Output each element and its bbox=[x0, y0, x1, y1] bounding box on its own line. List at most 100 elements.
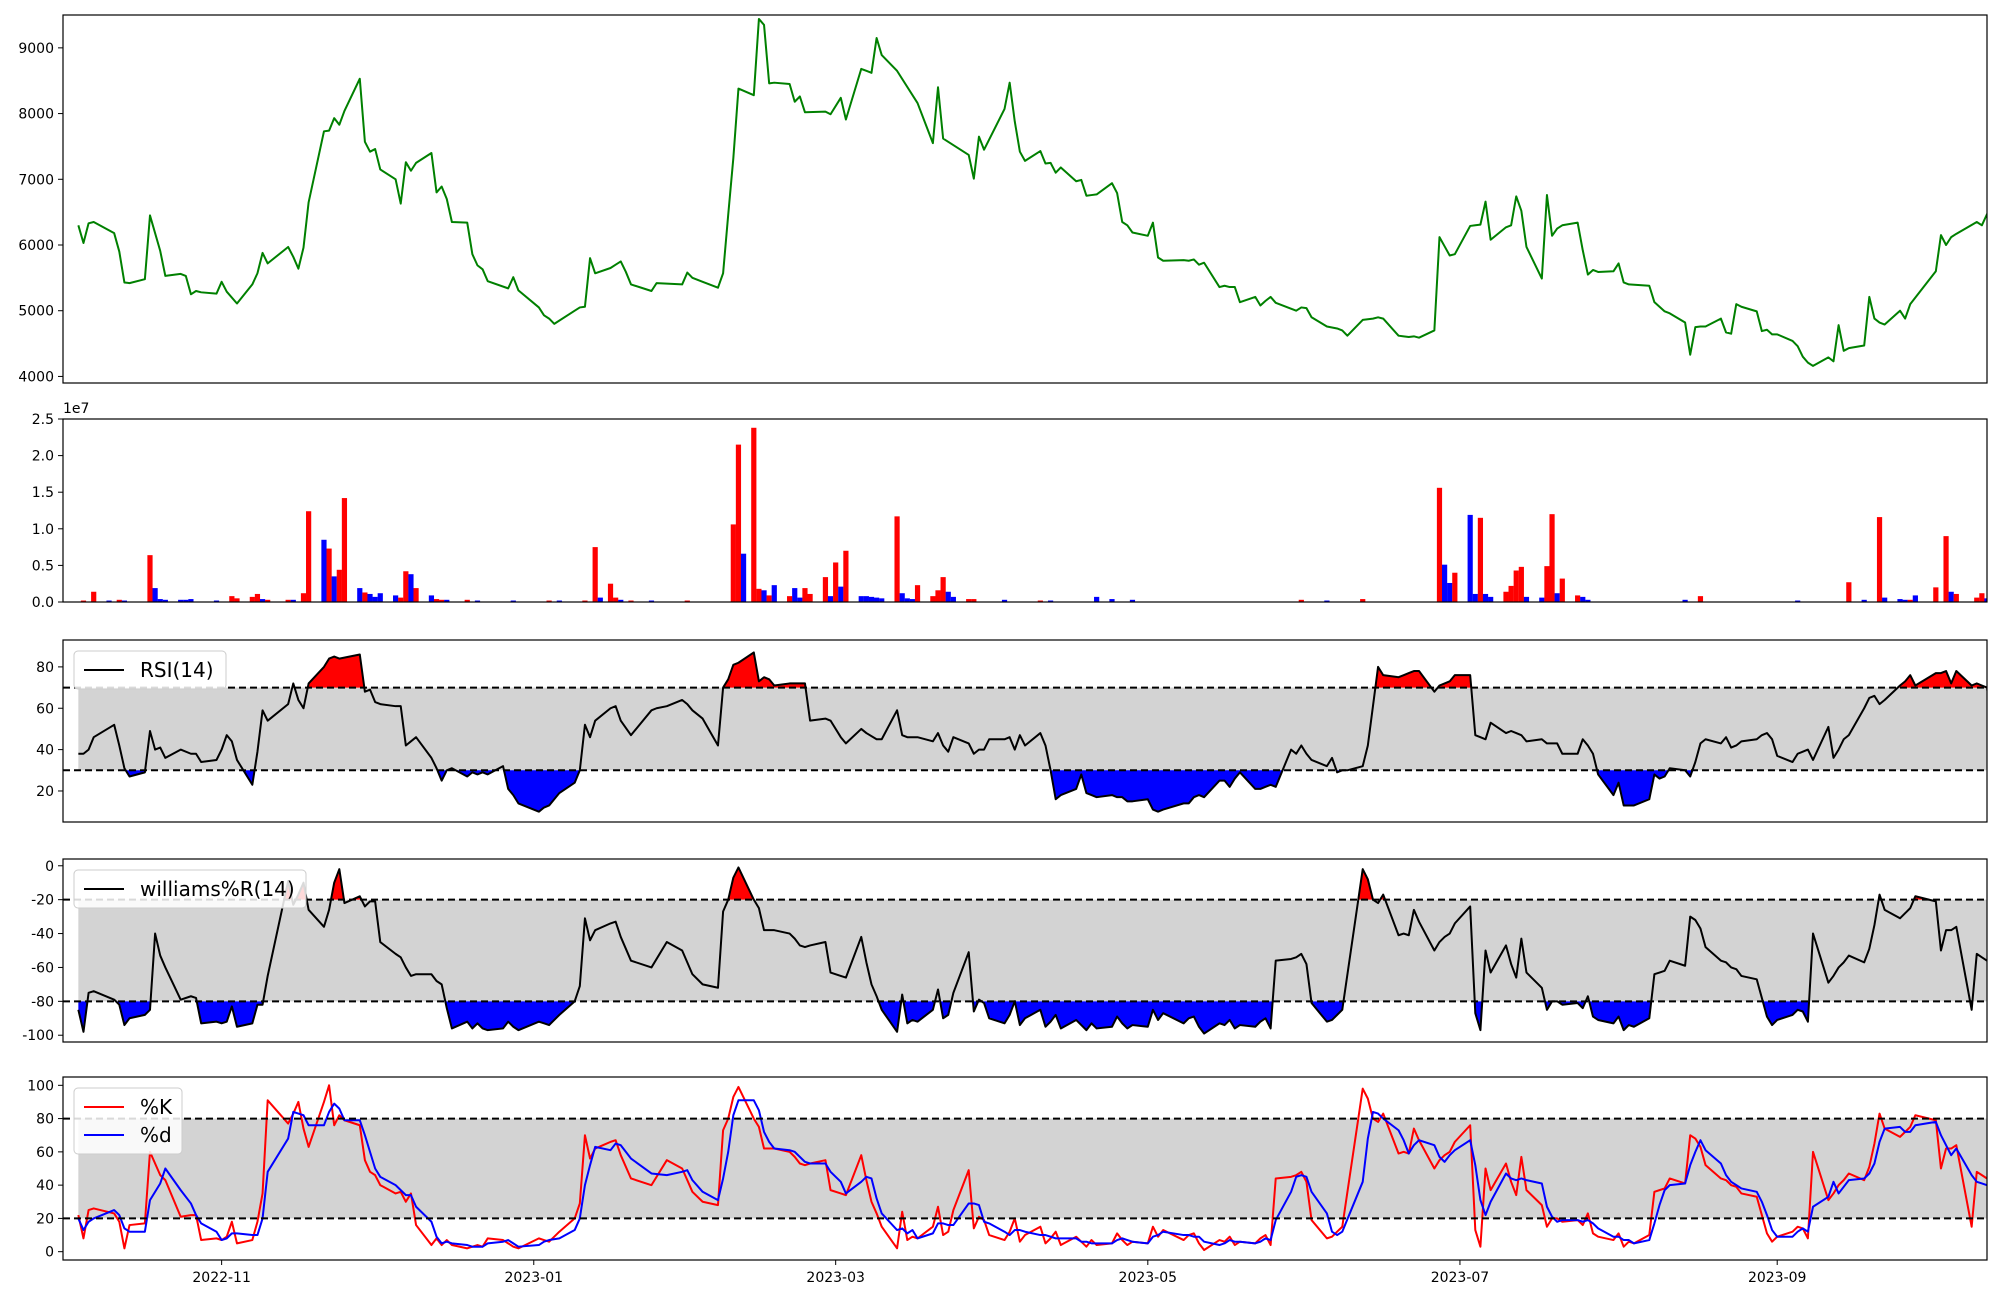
volume-bar bbox=[336, 569, 342, 602]
volume-bar bbox=[1324, 600, 1330, 602]
y-tick-label: -20 bbox=[31, 893, 54, 909]
volume-bar bbox=[914, 585, 921, 602]
legend-label: %d bbox=[140, 1123, 172, 1147]
y-tick-label: 2.0 bbox=[32, 449, 54, 465]
volume-bar bbox=[618, 599, 624, 602]
rsi-oversold-fill bbox=[1597, 770, 1669, 806]
volume-bar bbox=[874, 597, 880, 602]
volume-bar bbox=[787, 596, 793, 602]
volume-bar bbox=[1503, 591, 1509, 602]
volume-bar bbox=[843, 550, 849, 602]
volume-bar bbox=[321, 539, 327, 602]
volume-bar bbox=[1436, 487, 1443, 602]
williams-panel: -100 -80 -60 -40 -20 0 williams%R(14) bbox=[22, 858, 1988, 1044]
volume-bar bbox=[735, 444, 742, 602]
volume-bar bbox=[822, 577, 829, 602]
y-tick-label: 8000 bbox=[18, 107, 54, 123]
volume-bar bbox=[1846, 582, 1852, 602]
volume-bar bbox=[971, 599, 977, 602]
x-tick-label: 2023-03 bbox=[806, 1270, 865, 1286]
rsi-oversold-fill bbox=[503, 770, 580, 812]
williams-line bbox=[77, 866, 1987, 1035]
williams-oversold-fill bbox=[1589, 1001, 1652, 1031]
stochastic-panel: 0 20 40 60 80 100 %K %d bbox=[27, 1076, 1988, 1261]
volume-panel: 1e7 0.0 0.5 1.0 1.5 2.0 2.5 bbox=[32, 401, 1988, 611]
x-axis: 2022-11 2023-01 2023-03 2023-05 2023-07 2023-… bbox=[192, 1260, 1806, 1286]
volume-bar bbox=[930, 596, 936, 602]
volume-bar bbox=[464, 599, 470, 602]
volume-bar bbox=[116, 599, 122, 602]
y-tick-label: 1.0 bbox=[32, 522, 54, 538]
volume-bar bbox=[904, 598, 910, 602]
volume-bar bbox=[106, 600, 112, 602]
rsi-overbought-fill bbox=[307, 654, 365, 688]
volume-bar bbox=[597, 597, 603, 602]
volume-bar bbox=[428, 595, 435, 602]
y-tick-label: 20 bbox=[36, 784, 54, 800]
volume-bar bbox=[510, 600, 516, 602]
y-tick-label: 60 bbox=[36, 701, 54, 717]
volume-bar bbox=[1508, 585, 1514, 602]
volume-bar bbox=[1094, 596, 1100, 602]
volume-bar bbox=[1912, 595, 1918, 602]
y-tick-label: -80 bbox=[31, 994, 54, 1010]
legend-label: %K bbox=[140, 1095, 173, 1119]
y-tick-label: 80 bbox=[36, 1112, 54, 1128]
volume-bar bbox=[1948, 591, 1954, 602]
rsi-oversold-fill bbox=[125, 770, 146, 777]
y-tick-label: 0.0 bbox=[32, 595, 54, 611]
volume-bar bbox=[556, 600, 562, 602]
volume-bar bbox=[1795, 600, 1801, 602]
volume-bar bbox=[751, 427, 757, 602]
volume-bar bbox=[1682, 599, 1688, 602]
volume-bar bbox=[899, 593, 905, 602]
price-axes-frame bbox=[62, 14, 1988, 384]
volume-bar bbox=[147, 555, 153, 602]
y-tick-label: 5000 bbox=[18, 304, 54, 320]
volume-bar bbox=[1861, 599, 1867, 602]
volume-bar bbox=[331, 576, 337, 602]
y-tick-label: 0 bbox=[45, 1245, 54, 1261]
volume-bar bbox=[613, 597, 619, 602]
volume-bar bbox=[121, 600, 127, 602]
y-tick-label: 40 bbox=[36, 1178, 54, 1194]
volume-bar bbox=[1902, 599, 1908, 602]
volume-bar bbox=[945, 591, 951, 602]
volume-bar bbox=[1554, 593, 1560, 602]
volume-bar bbox=[879, 598, 885, 602]
volume-bar bbox=[398, 597, 404, 602]
volume-bar bbox=[1488, 596, 1494, 602]
volume-bar bbox=[433, 599, 440, 602]
volume-bar bbox=[1953, 593, 1959, 602]
volume-bar bbox=[1580, 596, 1586, 602]
volume-bar bbox=[1974, 597, 1980, 602]
volume-bar bbox=[761, 590, 767, 602]
volume-bar bbox=[592, 547, 598, 602]
y-tick-label: 60 bbox=[36, 1145, 54, 1161]
volume-bar bbox=[1585, 599, 1591, 602]
volume-bar bbox=[838, 586, 844, 602]
williams-oversold-fill bbox=[115, 1001, 151, 1026]
volume-bar bbox=[362, 592, 368, 602]
williams-oversold-fill bbox=[196, 1001, 264, 1027]
volume-bar bbox=[1477, 517, 1484, 602]
volume-bar bbox=[408, 574, 414, 602]
rsi-overbought-fill bbox=[1375, 666, 1432, 688]
volume-bar bbox=[1943, 536, 1949, 602]
volume-bar bbox=[341, 498, 348, 602]
volume-bar bbox=[1539, 597, 1545, 602]
x-tick-label: 2023-01 bbox=[505, 1270, 564, 1286]
volume-bar bbox=[607, 583, 614, 602]
volume-bar bbox=[1559, 578, 1565, 602]
volume-bar bbox=[474, 600, 481, 602]
stochastic-legend bbox=[73, 1087, 183, 1155]
volume-axes-frame bbox=[62, 418, 1988, 603]
legend-label: williams%R(14) bbox=[140, 877, 295, 901]
volume-bar bbox=[1442, 564, 1448, 602]
volume-bar bbox=[1001, 599, 1008, 602]
volume-bar bbox=[439, 599, 445, 602]
volume-bar bbox=[80, 600, 87, 602]
volume-bar bbox=[1523, 596, 1530, 602]
williams-axes-frame bbox=[62, 858, 1988, 1043]
volume-bar bbox=[827, 596, 834, 602]
